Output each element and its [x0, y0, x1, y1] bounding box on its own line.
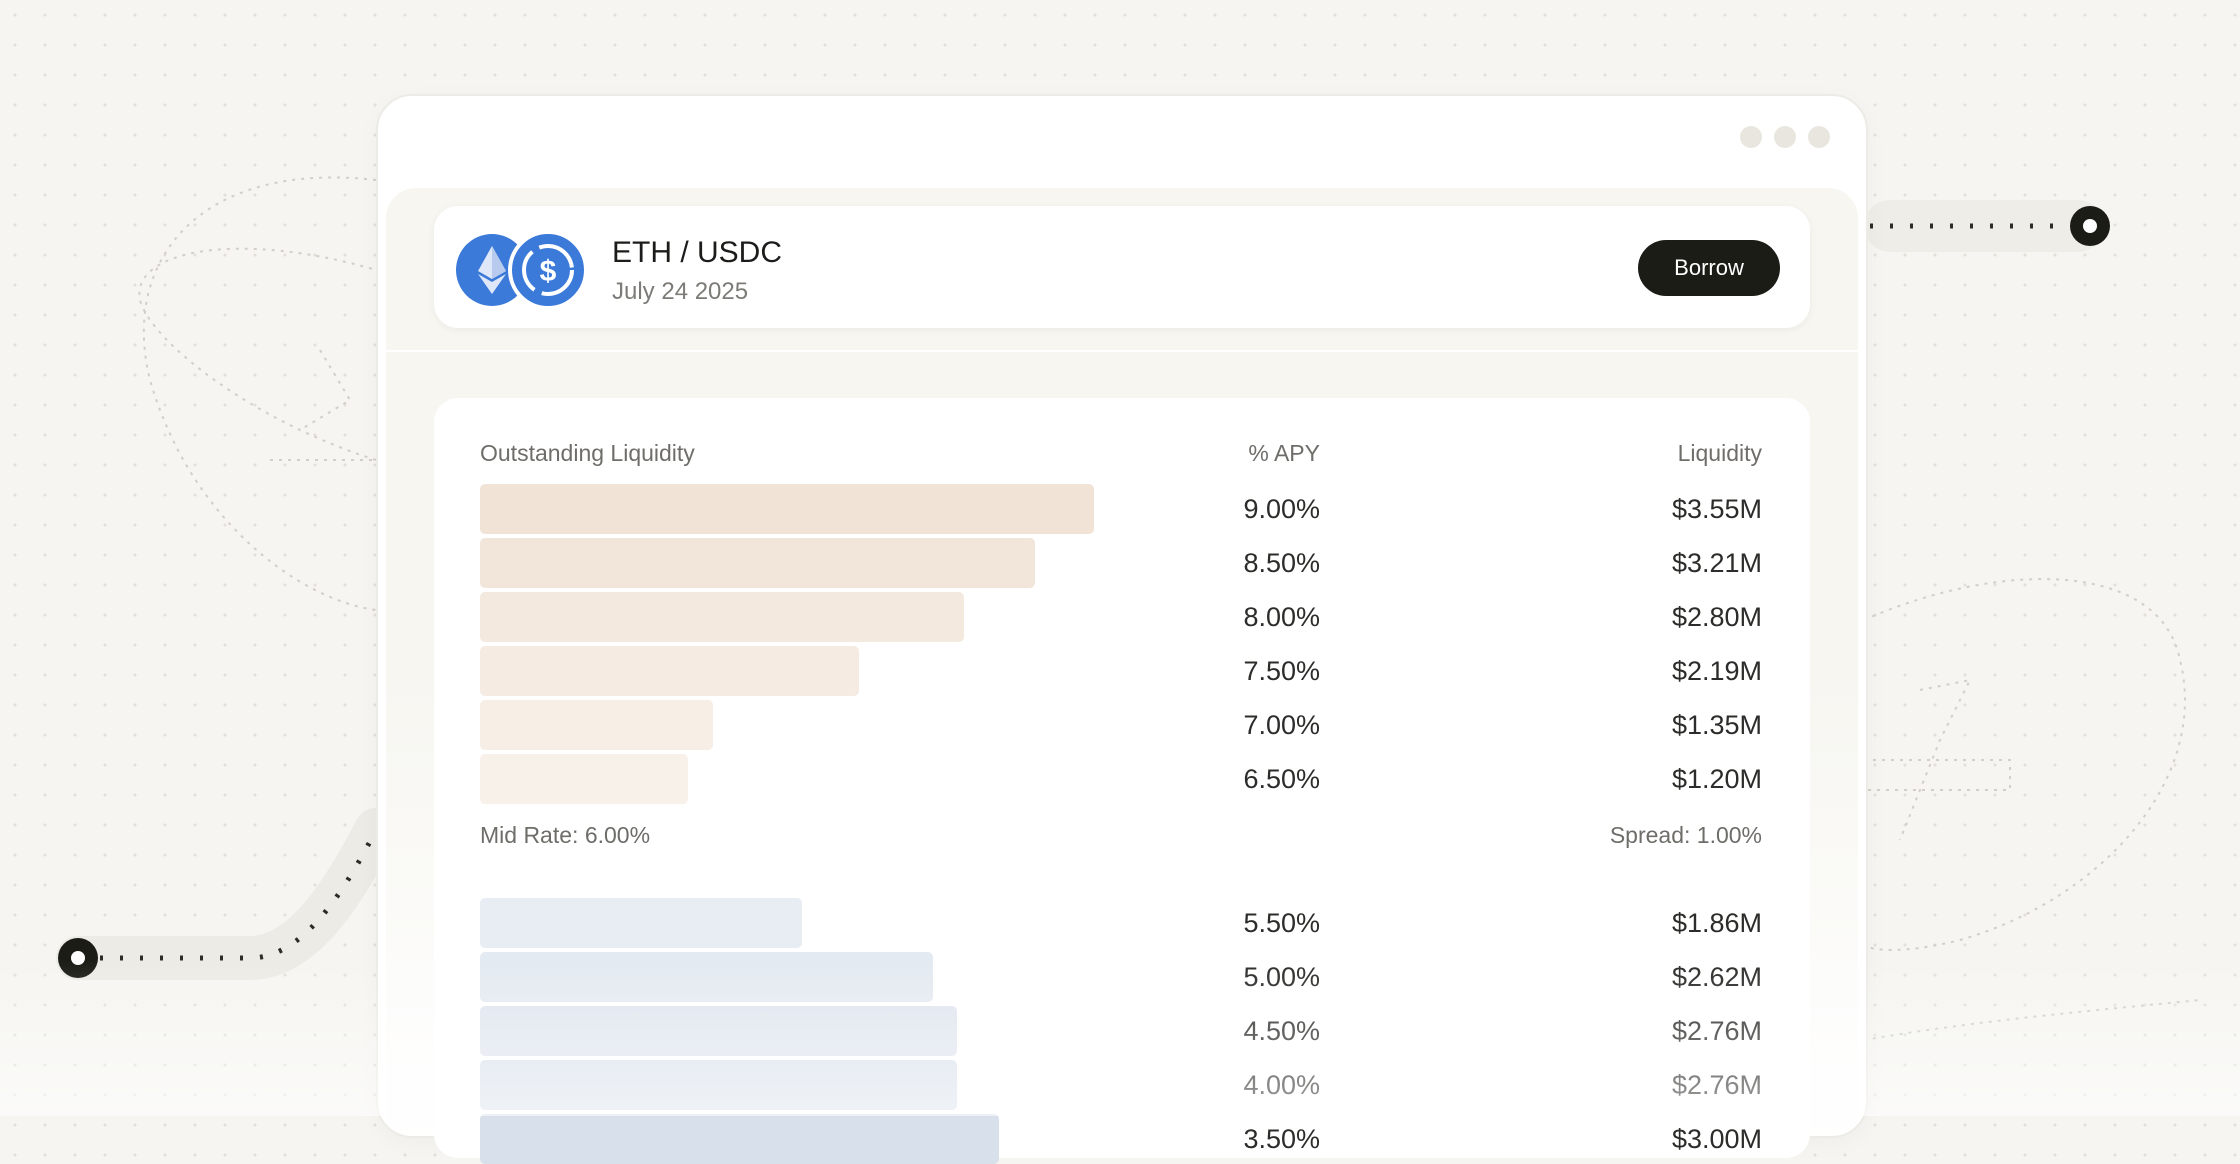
pair-header-card: $ ETH / USDC July 24 2025 Borrow	[434, 206, 1810, 328]
bid-liquidity: $2.76M	[1671, 1070, 1762, 1100]
bid-liquidity: $2.76M	[1671, 1016, 1762, 1046]
bid-liquidity: $1.86M	[1671, 908, 1762, 938]
ask-liquidity: $1.20M	[1671, 764, 1762, 794]
window-controls	[1740, 126, 1830, 148]
ask-row[interactable]: 8.50% $3.21M	[434, 538, 1810, 588]
bid-apy: 4.50%	[1243, 1016, 1320, 1046]
bid-apy: 5.00%	[1243, 962, 1320, 992]
orderbook-card: Outstanding Liquidity % APY Liquidity 9.…	[434, 398, 1810, 1164]
ask-apy: 9.00%	[1243, 494, 1320, 524]
mid-rate: Mid Rate: 6.00%	[480, 822, 651, 848]
header-liquidity: Liquidity	[1677, 440, 1762, 466]
ask-row[interactable]: 7.50% $2.19M	[434, 646, 1810, 696]
bid-liquidity-bar	[480, 1114, 999, 1164]
header-apy: % APY	[1248, 440, 1320, 466]
ask-liquidity-bar	[480, 754, 688, 804]
ask-liquidity: $3.55M	[1671, 494, 1762, 524]
bid-row[interactable]: 4.50% $2.76M	[434, 1006, 1810, 1056]
ask-row[interactable]: 7.00% $1.35M	[434, 700, 1810, 750]
app-window: $ ETH / USDC July 24 2025 Borrow Outstan…	[376, 94, 1868, 1164]
ask-liquidity-bar	[480, 484, 1094, 534]
pair-date: July 24 2025	[612, 278, 749, 305]
bid-row[interactable]: 5.00% $2.62M	[434, 952, 1810, 1002]
ask-apy: 7.00%	[1243, 710, 1320, 740]
bid-apy: 3.50%	[1243, 1124, 1320, 1154]
bid-apy: 4.00%	[1243, 1070, 1320, 1100]
bid-liquidity-bar	[480, 1060, 957, 1110]
bid-liquidity-bar	[480, 1006, 957, 1056]
window-dot-icon[interactable]	[1808, 126, 1830, 148]
ask-liquidity-bar	[480, 592, 964, 642]
ask-row[interactable]: 6.50% $1.20M	[434, 754, 1810, 804]
ask-apy: 8.50%	[1243, 548, 1320, 578]
bid-liquidity: $2.62M	[1671, 962, 1762, 992]
bid-liquidity: $3.00M	[1671, 1124, 1762, 1154]
ask-liquidity-bar	[480, 538, 1035, 588]
bid-liquidity-bar	[480, 898, 802, 948]
ask-apy: 7.50%	[1243, 656, 1320, 686]
ask-liquidity: $3.21M	[1671, 548, 1762, 578]
ask-apy: 6.50%	[1243, 764, 1320, 794]
bid-row[interactable]: 4.00% $2.76M	[434, 1060, 1810, 1110]
ask-row[interactable]: 9.00% $3.55M	[434, 484, 1810, 534]
ask-row[interactable]: 8.00% $2.80M	[434, 592, 1810, 642]
bid-apy: 5.50%	[1243, 908, 1320, 938]
bid-liquidity-bar	[480, 952, 933, 1002]
ask-liquidity: $2.19M	[1671, 656, 1762, 686]
window-dot-icon[interactable]	[1774, 126, 1796, 148]
header-outstanding-liquidity: Outstanding Liquidity	[480, 440, 695, 466]
svg-text:$: $	[540, 255, 557, 288]
ask-liquidity-bar	[480, 646, 859, 696]
bid-row[interactable]: 3.50% $3.00M	[434, 1114, 1810, 1164]
pair-title: ETH / USDC	[612, 236, 783, 269]
ask-liquidity: $1.35M	[1671, 710, 1762, 740]
usdc-icon: $	[508, 230, 588, 310]
bid-row[interactable]: 5.50% $1.86M	[434, 898, 1810, 948]
ask-liquidity-bar	[480, 700, 713, 750]
window-dot-icon[interactable]	[1740, 126, 1762, 148]
spread: Spread: 1.00%	[1609, 822, 1762, 848]
ask-liquidity: $2.80M	[1671, 602, 1762, 632]
ask-apy: 8.00%	[1243, 602, 1320, 632]
borrow-button[interactable]: Borrow	[1638, 240, 1780, 296]
